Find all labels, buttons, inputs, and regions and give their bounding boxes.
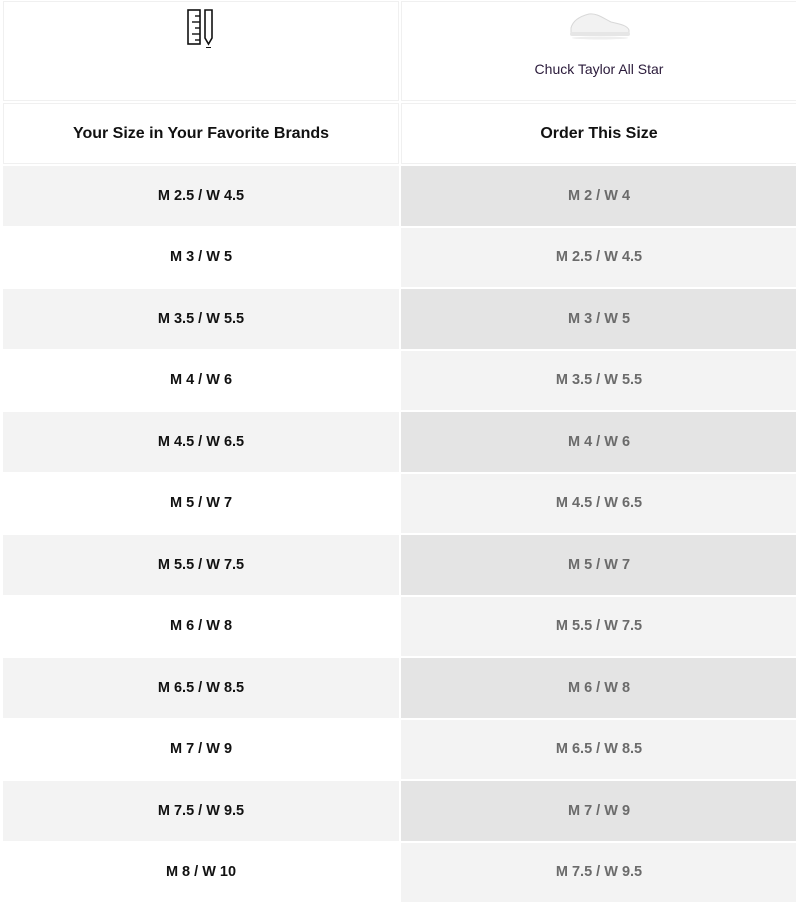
product-cell: Chuck Taylor All Star (401, 1, 796, 101)
table-row: M 7.5 / W 9.5 M 7 / W 9 (3, 781, 796, 841)
order-size-cell: M 2.5 / W 4.5 (401, 227, 796, 287)
order-size-cell: M 3.5 / W 5.5 (401, 350, 796, 410)
order-size-cell: M 3 / W 5 (401, 289, 796, 349)
your-size-cell: M 2.5 / W 4.5 (3, 166, 399, 226)
your-size-cell: M 4 / W 6 (3, 350, 399, 410)
image-row: Chuck Taylor All Star (3, 1, 796, 101)
your-size-cell: M 8 / W 10 (3, 842, 399, 902)
product-image[interactable] (567, 10, 631, 45)
table-row: M 5.5 / W 7.5 M 5 / W 7 (3, 535, 796, 595)
product-name[interactable]: Chuck Taylor All Star (534, 61, 664, 77)
order-size-cell: M 6.5 / W 8.5 (401, 719, 796, 779)
order-size-cell: M 2 / W 4 (401, 166, 796, 226)
your-size-cell: M 6 / W 8 (3, 596, 399, 656)
table-row: M 8 / W 10 M 7.5 / W 9.5 (3, 842, 796, 902)
your-size-cell: M 4.5 / W 6.5 (3, 412, 399, 472)
size-icon-cell (3, 1, 399, 101)
order-size-cell: M 5.5 / W 7.5 (401, 596, 796, 656)
column-header-your-size: Your Size in Your Favorite Brands (3, 103, 399, 164)
order-size-cell: M 4.5 / W 6.5 (401, 473, 796, 533)
order-size-cell: M 6 / W 8 (401, 658, 796, 718)
order-size-cell: M 7 / W 9 (401, 781, 796, 841)
header-row: Your Size in Your Favorite Brands Order … (3, 103, 796, 164)
order-size-cell: M 7.5 / W 9.5 (401, 842, 796, 902)
your-size-cell: M 7.5 / W 9.5 (3, 781, 399, 841)
table-row: M 2.5 / W 4.5 M 2 / W 4 (3, 166, 796, 226)
your-size-cell: M 7 / W 9 (3, 719, 399, 779)
your-size-cell: M 5.5 / W 7.5 (3, 535, 399, 595)
your-size-cell: M 6.5 / W 8.5 (3, 658, 399, 718)
table-row: M 3.5 / W 5.5 M 3 / W 5 (3, 289, 796, 349)
your-size-cell: M 3 / W 5 (3, 227, 399, 287)
order-size-cell: M 5 / W 7 (401, 535, 796, 595)
order-size-cell: M 4 / W 6 (401, 412, 796, 472)
table-row: M 4.5 / W 6.5 M 4 / W 6 (3, 412, 796, 472)
column-header-order-size: Order This Size (401, 103, 796, 164)
your-size-cell: M 5 / W 7 (3, 473, 399, 533)
table-row: M 6.5 / W 8.5 M 6 / W 8 (3, 658, 796, 718)
ruler-pencil-icon (186, 8, 216, 53)
your-size-cell: M 3.5 / W 5.5 (3, 289, 399, 349)
